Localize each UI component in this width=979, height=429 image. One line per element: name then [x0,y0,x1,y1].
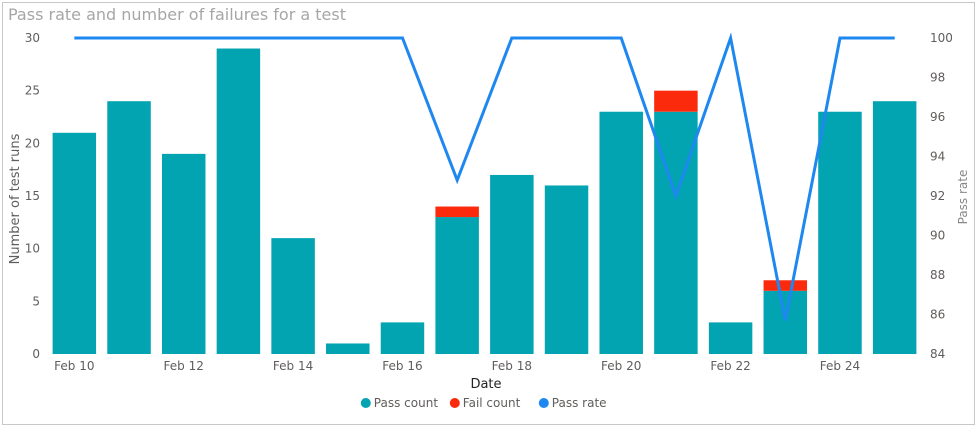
pass-bar-feb-19 [544,185,589,354]
x-tick-label: Feb 18 [492,359,532,373]
pass-bar-feb-20 [599,111,643,354]
y2-axis-ticks: 84 86 88 90 92 94 96 98 100 [930,31,953,361]
legend: Pass count Fail count Pass rate [360,396,607,410]
legend-label: Pass count [374,396,439,410]
x-tick-label: Feb 20 [601,359,641,373]
pass-bar-feb-24 [818,111,862,354]
y2-tick-label: 92 [930,189,945,203]
x-axis-title: Date [470,377,501,392]
pass-bar-feb-25 [872,101,917,354]
pass-bar-feb-12 [161,153,206,354]
legend-marker [360,398,371,408]
x-tick-label: Feb 12 [164,359,204,373]
y-tick-label: 5 [32,294,40,308]
y2-tick-label: 90 [930,229,945,243]
fail-bar-feb-21 [654,90,698,112]
pass-bar-feb-14 [271,238,315,354]
x-tick-label: Feb 24 [820,359,860,373]
x-axis-ticks: Feb 10 Feb 12 Feb 14 Feb 16 Feb 18 Feb 20 Feb … [54,359,860,373]
pass-bar-feb-10 [52,132,97,354]
y-tick-label: 30 [25,31,40,45]
x-tick-label: Feb 16 [382,359,422,373]
x-tick-label: Feb 22 [710,359,750,373]
pass-bar-feb-11 [107,101,151,354]
legend-item-fail-count[interactable]: Fail count [449,396,521,410]
y-tick-label: 20 [25,136,40,150]
legend-label: Pass rate [552,396,607,410]
x-tick-label: Feb 10 [54,359,94,373]
y-tick-label: 15 [25,189,40,203]
pass-bar-feb-18 [490,174,534,354]
y2-axis-title: Pass rate [956,170,970,225]
legend-marker [538,398,549,408]
line-layer [74,32,895,321]
y2-tick-label: 88 [930,268,945,282]
legend-item-pass-count[interactable]: Pass count [360,396,439,410]
x-tick-label: Feb 14 [273,359,313,373]
y2-tick-label: 86 [930,308,945,322]
pass-bar-feb-23 [763,290,808,354]
y-axis-ticks: 0 5 10 15 20 25 30 [25,31,40,361]
y2-tick-label: 100 [930,31,953,45]
fail-bar-feb-23 [763,280,808,291]
legend-marker [449,398,460,408]
pass-bar-feb-15 [326,343,370,354]
pass-bar-feb-22 [708,322,753,354]
chart-title: Pass rate and number of failures for a t… [8,5,346,24]
y2-tick-label: 98 [930,71,945,85]
y-tick-label: 0 [32,347,40,361]
legend-label: Fail count [463,396,521,410]
y2-tick-label: 84 [930,347,945,361]
y-tick-label: 10 [25,242,40,256]
legend-item-pass-rate[interactable]: Pass rate [538,396,607,410]
pass-rate-line [74,32,895,321]
fail-bar-feb-17 [435,206,479,218]
pass-bar-feb-17 [435,217,479,354]
y2-tick-label: 94 [930,150,945,164]
pass-bar-feb-13 [216,48,261,355]
y-axis-title: Number of test runs [8,133,23,264]
pass-bar-feb-16 [380,322,425,354]
y-tick-label: 25 [25,84,40,98]
y2-tick-label: 96 [930,110,945,124]
